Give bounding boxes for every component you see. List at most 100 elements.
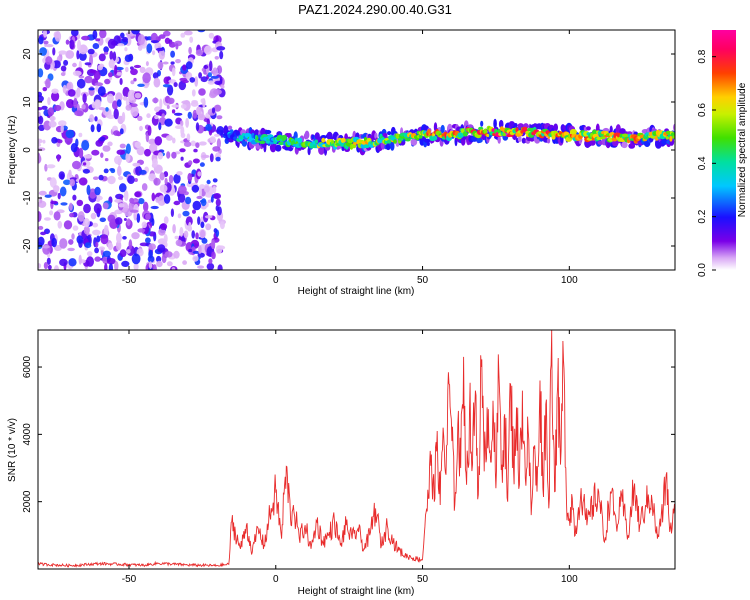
heatmap-cell <box>168 174 174 184</box>
heatmap-cell <box>52 47 56 56</box>
heatmap-cell <box>122 236 127 240</box>
heatmap-cell <box>153 177 161 186</box>
heatmap-cell <box>131 30 140 35</box>
heatmap-cell <box>38 211 42 222</box>
heatmap-cell <box>104 158 109 162</box>
heatmap-cell <box>207 80 215 85</box>
heatmap-cell <box>76 235 83 244</box>
heatmap-cell <box>72 194 77 201</box>
heatmap-cell <box>432 135 438 141</box>
heatmap-cell <box>178 185 187 195</box>
heatmap-cell <box>157 244 166 253</box>
colorbar-label: Normalized spectral amplitude <box>737 82 748 217</box>
heatmap-cell <box>158 34 166 39</box>
heatmap-cell <box>146 43 153 54</box>
heatmap-cell <box>94 247 99 254</box>
heatmap-cell <box>390 141 395 151</box>
heatmap-cell <box>220 84 225 89</box>
heatmap-cell <box>113 130 120 136</box>
heatmap-cell <box>90 124 95 133</box>
heatmap-cell <box>137 45 143 51</box>
heatmap-cell <box>611 137 618 142</box>
heatmap-cell <box>74 110 84 117</box>
heatmap-cell <box>207 199 212 203</box>
heatmap-cell <box>44 163 48 172</box>
heatmap-cell <box>192 255 199 262</box>
heatmap-cell <box>192 209 196 214</box>
heatmap-cell <box>621 141 628 149</box>
heatmap-cell <box>68 239 74 245</box>
heatmap-cell <box>179 148 186 153</box>
heatmap-cell <box>136 213 141 223</box>
heatmap-cell <box>137 115 143 121</box>
heatmap-cell <box>174 125 183 129</box>
heatmap-cell <box>139 125 143 132</box>
heatmap-cell <box>45 44 54 48</box>
heatmap-cell <box>569 128 577 135</box>
heatmap-cell <box>198 141 207 146</box>
heatmap-cell <box>304 130 310 139</box>
heatmap-cell <box>130 103 138 108</box>
heatmap-cell <box>44 217 51 221</box>
heatmap-cell <box>94 186 101 196</box>
heatmap-cell <box>175 43 179 50</box>
heatmap-cell <box>38 36 44 45</box>
snr-y-axis: 2000 4000 6000 <box>22 355 675 513</box>
heatmap-cell <box>59 238 68 249</box>
heatmap-cell <box>486 133 490 138</box>
heatmap-cell <box>60 72 66 77</box>
heatmap-cell <box>112 51 117 61</box>
heatmap-cell <box>58 120 67 127</box>
heatmap-cell <box>170 208 174 217</box>
heatmap-cell <box>110 168 116 174</box>
heatmap-cell <box>123 218 127 221</box>
heatmap-cell <box>201 238 208 244</box>
heatmap-cell <box>148 138 157 145</box>
x-tick-label: 50 <box>417 275 429 286</box>
heatmap-cell <box>177 213 182 219</box>
heatmap-cell <box>143 96 149 108</box>
heatmap-cell <box>107 175 116 185</box>
heatmap-cell <box>175 239 183 247</box>
heatmap-cell <box>190 140 197 147</box>
heatmap-cell <box>108 72 113 78</box>
heatmap-cell <box>154 115 159 120</box>
heatmap-cell <box>99 217 107 223</box>
heatmap-cell <box>405 137 411 142</box>
heatmap-cell <box>49 210 54 216</box>
heatmap-cell <box>419 134 423 139</box>
heatmap-cell <box>148 143 158 154</box>
heatmap-cell <box>116 149 126 155</box>
heatmap-cell <box>148 261 153 269</box>
colorbar-tick-label: 0.8 <box>697 49 708 63</box>
heatmap-cell <box>78 254 82 265</box>
heatmap-cell <box>216 115 223 120</box>
heatmap-cell <box>192 250 200 254</box>
heatmap-cell <box>68 169 72 178</box>
heatmap-cell <box>134 178 138 182</box>
heatmap-cell <box>96 123 102 133</box>
heatmap-cell <box>510 121 515 128</box>
heatmap-cell <box>71 233 75 240</box>
heatmap-cell <box>141 183 148 191</box>
heatmap-cell <box>84 75 93 84</box>
heatmap-cell <box>215 205 219 212</box>
heatmap-cell <box>84 62 92 66</box>
heatmap-cell <box>180 32 186 38</box>
heatmap-cell <box>219 221 225 230</box>
heatmap-cell <box>122 36 128 43</box>
heatmap-cell <box>166 105 170 109</box>
heatmap-cell <box>58 50 67 55</box>
heatmap-cell <box>607 141 612 147</box>
heatmap-cell <box>171 151 177 159</box>
heatmap-cell <box>145 237 151 244</box>
heatmap-cell <box>215 198 221 207</box>
heatmap-cell <box>216 126 225 136</box>
heatmap-cell <box>183 230 189 239</box>
heatmap-cell <box>219 50 224 60</box>
colorbar: 0.0 0.2 0.4 0.6 0.8 Normalized spectral ampl… <box>697 30 748 277</box>
heatmap-cell <box>143 201 149 212</box>
heatmap-cell <box>497 135 501 144</box>
heatmap-cell <box>38 111 41 117</box>
